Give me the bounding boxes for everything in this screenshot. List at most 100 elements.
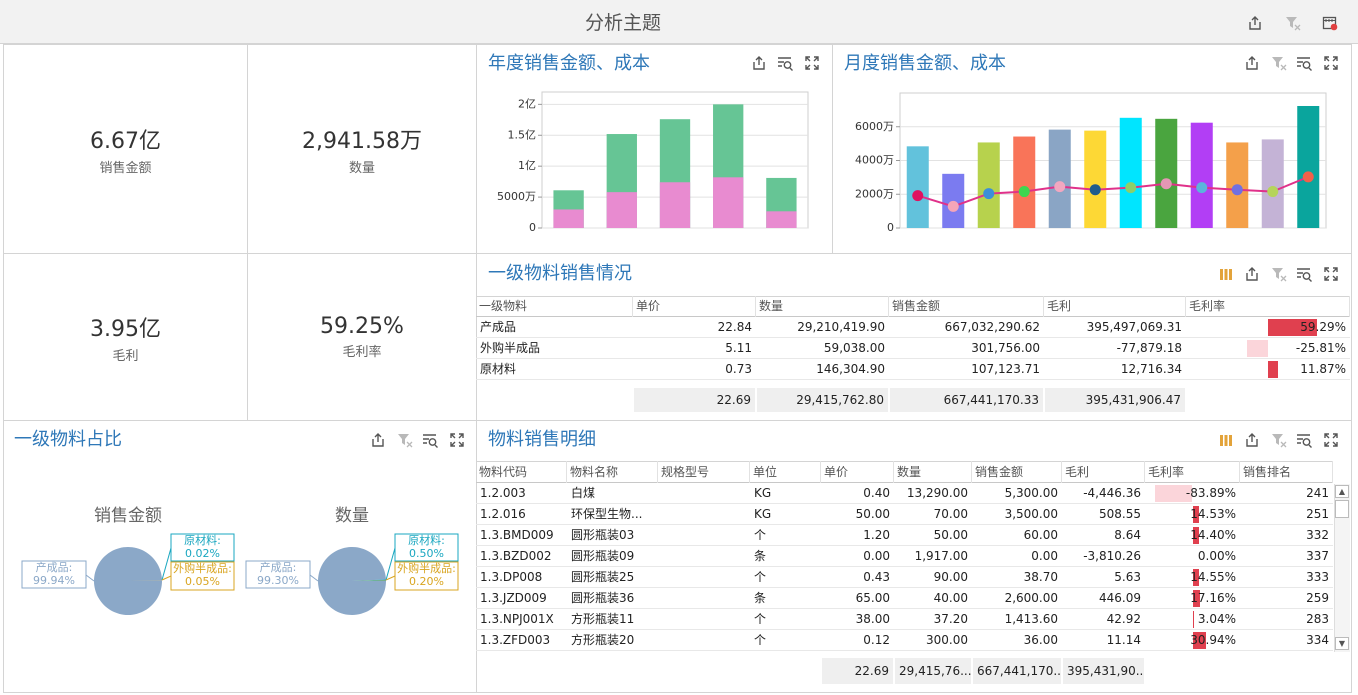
table-cell: 17.16% bbox=[1190, 591, 1236, 605]
scroll-up[interactable]: ▲ bbox=[1335, 485, 1349, 498]
column-header[interactable]: 单位 bbox=[750, 461, 821, 483]
column-header[interactable]: 规格型号 bbox=[658, 461, 750, 483]
kpi-label: 销售金额 bbox=[99, 160, 152, 176]
table-cell: 个 bbox=[754, 633, 767, 647]
table-cell: 50.00 bbox=[933, 528, 968, 542]
table-cell: 395,497,069.31 bbox=[1086, 320, 1182, 334]
data-bar bbox=[1154, 485, 1193, 502]
table-row bbox=[476, 525, 1333, 546]
table-cell: 146,304.90 bbox=[816, 362, 885, 376]
table-cell: 241 bbox=[1306, 486, 1329, 500]
table-cell: -3,810.26 bbox=[1083, 549, 1141, 563]
kpi-card: 59.25% 毛利率 bbox=[247, 253, 477, 421]
table-cell: KG bbox=[754, 507, 772, 521]
column-header[interactable]: 单价 bbox=[821, 461, 894, 483]
scroll-down[interactable]: ▼ bbox=[1335, 637, 1349, 650]
table-cell: 90.00 bbox=[933, 570, 968, 584]
table-cell: 0.73 bbox=[725, 362, 752, 376]
table-cell: 方形瓶装11 bbox=[571, 612, 635, 626]
total-cell: 22.69 bbox=[822, 658, 893, 684]
column-header[interactable]: 毛利率 bbox=[1186, 296, 1350, 317]
table-cell: 22.84 bbox=[717, 320, 752, 334]
data-bar bbox=[1192, 590, 1201, 607]
table-cell: 29,210,419.90 bbox=[797, 320, 885, 334]
table-cell: 14.53% bbox=[1190, 507, 1236, 521]
column-header[interactable]: 一级物料 bbox=[476, 296, 633, 317]
table-row bbox=[476, 630, 1333, 651]
table-cell: 0.00 bbox=[1031, 549, 1058, 563]
table-row bbox=[476, 609, 1333, 630]
column-header[interactable]: 毛利 bbox=[1062, 461, 1145, 483]
table-cell: KG bbox=[754, 486, 772, 500]
data-bar bbox=[1246, 340, 1268, 357]
table-cell: -83.89% bbox=[1185, 486, 1236, 500]
table-cell: 508.55 bbox=[1099, 507, 1141, 521]
kpi-card: 2,941.58万 数量 bbox=[247, 44, 477, 254]
panel bbox=[476, 420, 1352, 693]
table-cell: 5,300.00 bbox=[1004, 486, 1058, 500]
table-header bbox=[476, 296, 1350, 317]
table-cell: 301,756.00 bbox=[971, 341, 1040, 355]
table-cell: 0.12 bbox=[863, 633, 890, 647]
column-header[interactable]: 销售金额 bbox=[972, 461, 1062, 483]
table-cell: 圆形瓶装09 bbox=[571, 549, 635, 563]
table-cell: 环保型生物... bbox=[571, 507, 643, 521]
table-cell: 446.09 bbox=[1099, 591, 1141, 605]
table-cell: 0.00% bbox=[1197, 549, 1236, 563]
column-header[interactable]: 毛利率 bbox=[1145, 461, 1240, 483]
table-cell: -25.81% bbox=[1295, 341, 1346, 355]
table-cell: 50.00 bbox=[855, 507, 890, 521]
table-cell: 条 bbox=[754, 549, 767, 563]
kpi-label: 数量 bbox=[348, 160, 375, 176]
table-cell: 1.20 bbox=[863, 528, 890, 542]
table-cell: 59,038.00 bbox=[823, 341, 885, 355]
table-cell: 1.2.016 bbox=[480, 507, 526, 521]
table-cell: 2,600.00 bbox=[1004, 591, 1058, 605]
column-header[interactable]: 数量 bbox=[756, 296, 889, 317]
table-cell: 1.3.NPJ001X bbox=[480, 612, 554, 626]
total-cell: 22.69 bbox=[634, 388, 755, 412]
chart-title: 月度销售金额、成本 bbox=[844, 53, 1006, 74]
data-bar bbox=[1192, 611, 1194, 628]
column-header[interactable]: 单价 bbox=[633, 296, 756, 317]
table-cell: 8.64 bbox=[1114, 528, 1141, 542]
table-cell: 333 bbox=[1306, 570, 1329, 584]
table-cell: 259 bbox=[1306, 591, 1329, 605]
column-header[interactable]: 物料名称 bbox=[567, 461, 658, 483]
table-row bbox=[476, 588, 1333, 609]
kpi-value: 59.25% bbox=[320, 314, 404, 339]
table-cell: 1.3.JZD009 bbox=[480, 591, 547, 605]
scroll-thumb[interactable] bbox=[1335, 500, 1349, 518]
table-cell: 667,032,290.62 bbox=[944, 320, 1040, 334]
column-header[interactable]: 物料代码 bbox=[476, 461, 567, 483]
table-cell: 5.11 bbox=[725, 341, 752, 355]
table-cell: 60.00 bbox=[1023, 528, 1058, 542]
table-cell: 251 bbox=[1306, 507, 1329, 521]
table-cell: 1.3.BMD009 bbox=[480, 528, 554, 542]
column-header[interactable]: 毛利 bbox=[1044, 296, 1186, 317]
table-cell: 白煤 bbox=[571, 486, 596, 500]
table-cell: -4,446.36 bbox=[1083, 486, 1141, 500]
column-header[interactable]: 销售金额 bbox=[889, 296, 1044, 317]
table-row bbox=[476, 546, 1333, 567]
kpi-value: 6.67亿 bbox=[90, 128, 161, 154]
cols-button[interactable] bbox=[1220, 435, 1232, 446]
table-cell: 11.14 bbox=[1106, 633, 1141, 647]
total-cell: 395,431,906.47 bbox=[1045, 388, 1185, 412]
table-cell: 59.29% bbox=[1300, 320, 1346, 334]
table-cell: 12,716.34 bbox=[1120, 362, 1182, 376]
table-cell: 1.3.DP008 bbox=[480, 570, 543, 584]
table-cell: 0.00 bbox=[863, 549, 890, 563]
cols-button[interactable] bbox=[1220, 269, 1232, 280]
table-cell: 14.55% bbox=[1190, 570, 1236, 584]
table-cell: 3,500.00 bbox=[1004, 507, 1058, 521]
table-cell: 1.3.BZD002 bbox=[480, 549, 552, 563]
total-cell: 667,441,170... bbox=[973, 658, 1061, 684]
data-bar bbox=[1268, 361, 1278, 378]
scrollbar[interactable] bbox=[1334, 484, 1350, 652]
column-header[interactable]: 销售排名 bbox=[1240, 461, 1333, 483]
column-header[interactable]: 数量 bbox=[894, 461, 972, 483]
table-cell: 3.04% bbox=[1197, 612, 1236, 626]
table-cell: 圆形瓶装36 bbox=[571, 591, 635, 605]
